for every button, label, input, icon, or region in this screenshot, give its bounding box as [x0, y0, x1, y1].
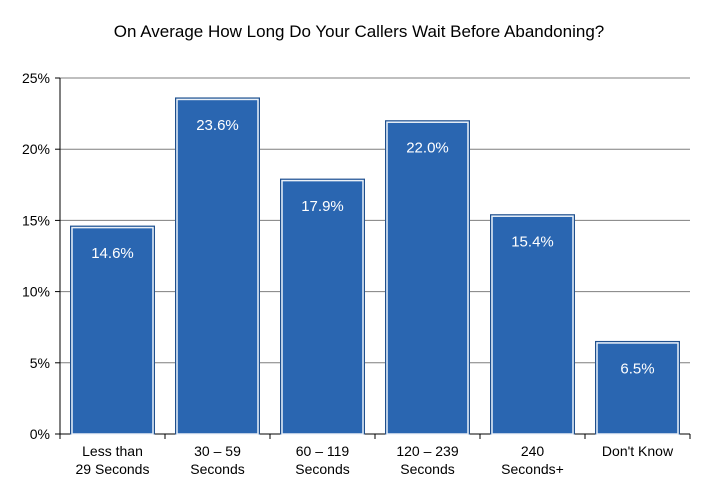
x-tick-label: 240 [521, 443, 545, 459]
bar [490, 214, 575, 435]
bar-highlight [386, 121, 469, 435]
x-tick-label: 29 Seconds [76, 461, 150, 477]
x-tick-label: Seconds [190, 461, 244, 477]
bar [70, 225, 155, 435]
bar-highlight [596, 342, 679, 435]
bar [385, 120, 470, 435]
x-tick-label: Seconds [295, 461, 349, 477]
x-tick-label: 30 – 59 [194, 443, 241, 459]
data-label: 6.5% [620, 360, 654, 377]
y-tick-label: 15% [22, 212, 50, 228]
y-tick-label: 10% [22, 284, 50, 300]
y-tick-label: 20% [22, 141, 50, 157]
data-label: 17.9% [301, 198, 344, 215]
y-tick-label: 25% [22, 70, 50, 86]
x-tick-label: Seconds+ [501, 461, 564, 477]
data-label: 15.4% [511, 234, 554, 251]
x-tick-label: Don't Know [602, 443, 674, 459]
bar [175, 97, 260, 435]
data-label: 14.6% [91, 245, 134, 262]
bar-highlight [176, 98, 259, 435]
bar [280, 178, 365, 435]
x-tick-label: Less than [82, 443, 143, 459]
y-tick-label: 0% [30, 426, 50, 442]
bar [595, 340, 680, 435]
bar-highlight [281, 179, 364, 435]
chart-title: On Average How Long Do Your Callers Wait… [113, 22, 605, 41]
x-tick-label: Seconds [400, 461, 454, 477]
x-tick-label: 60 – 119 [296, 443, 350, 459]
bar-highlight [71, 226, 154, 435]
data-label: 23.6% [196, 117, 239, 134]
y-tick-label: 5% [30, 355, 50, 371]
x-tick-label: 120 – 239 [396, 443, 458, 459]
data-label: 22.0% [406, 140, 449, 157]
bar-highlight [491, 215, 574, 435]
